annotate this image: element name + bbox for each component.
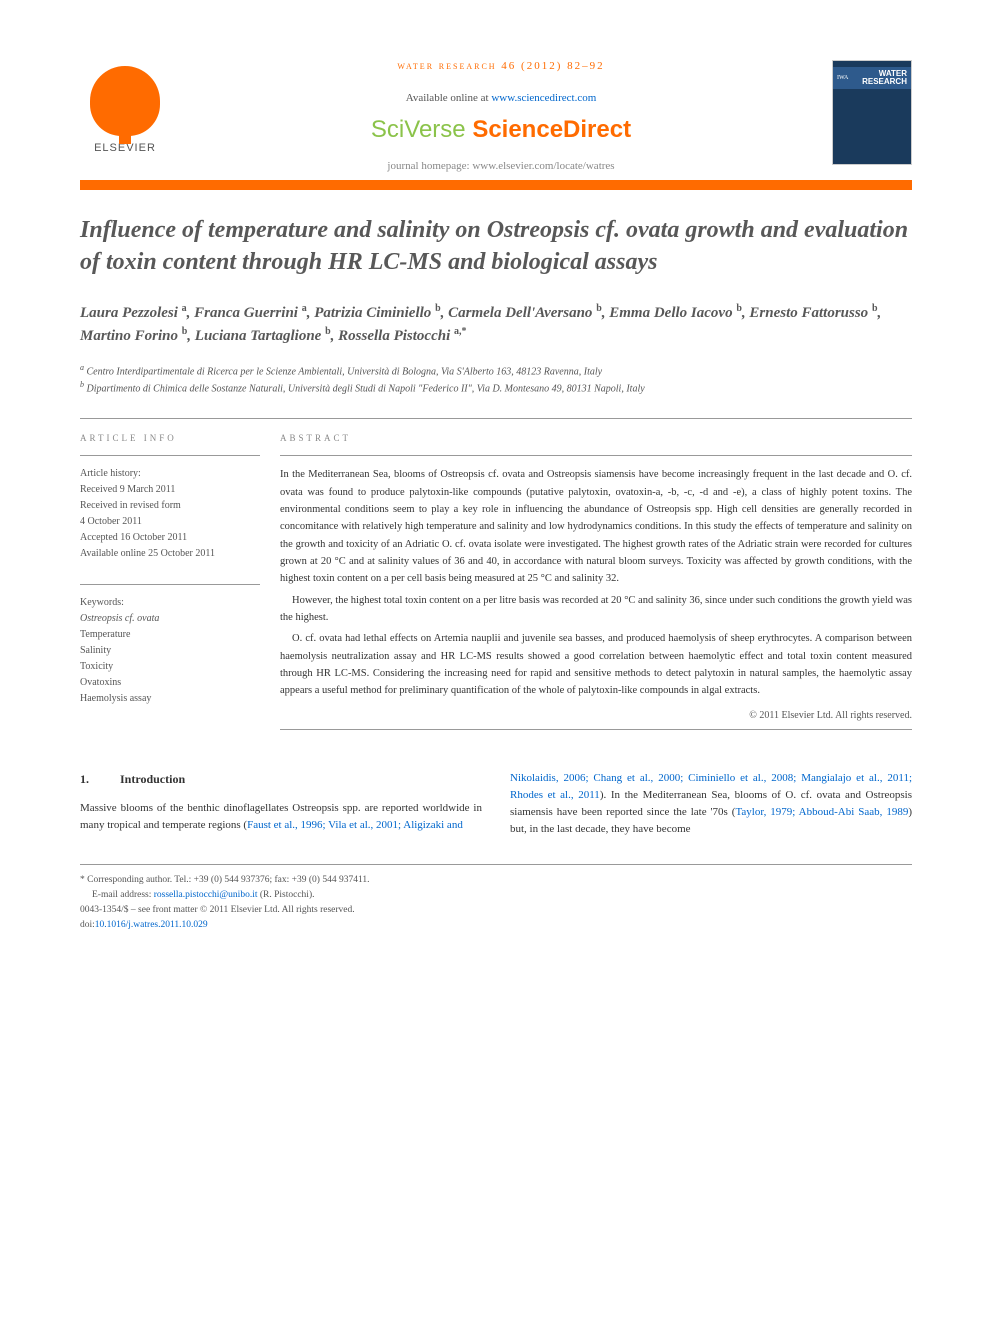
keyword-3: Toxicity xyxy=(80,659,260,675)
intro-citation-3[interactable]: Taylor, 1979; Abboud-Abi Saab, 1989 xyxy=(735,806,908,818)
affiliations: a Centro Interdipartimentale di Ricerca … xyxy=(80,362,912,397)
body-columns: 1.Introduction Massive blooms of the ben… xyxy=(80,770,912,838)
sciencedirect-link[interactable]: www.sciencedirect.com xyxy=(491,92,596,104)
history-block: Article history: Received 9 March 2011 R… xyxy=(80,466,260,562)
cover-title: WATER RESEARCH xyxy=(851,70,907,86)
email-line: E-mail address: rossella.pistocchi@unibo… xyxy=(80,888,912,903)
keywords-label: Keywords: xyxy=(80,595,260,611)
keyword-2: Salinity xyxy=(80,643,260,659)
section-1-title: Introduction xyxy=(120,772,185,786)
intro-citation-1[interactable]: Faust et al., 1996; Vila et al., 2001; A… xyxy=(247,819,463,831)
info-divider-1 xyxy=(80,455,260,456)
page-header: ELSEVIER water research 46 (2012) 82–92 … xyxy=(80,60,912,172)
email-label: E-mail address: xyxy=(92,890,154,900)
journal-homepage: journal homepage: www.elsevier.com/locat… xyxy=(190,160,812,172)
cover-iwa-logo: IWA xyxy=(837,75,848,81)
abstract-col: abstract In the Mediterranean Sea, bloom… xyxy=(280,433,912,729)
section-1-num: 1. xyxy=(80,770,120,789)
email-post: (R. Pistocchi). xyxy=(257,890,314,900)
info-abstract-row: article info Article history: Received 9… xyxy=(80,433,912,729)
abstract-p3: O. cf. ovata had lethal effects on Artem… xyxy=(280,630,912,699)
affiliation-b: b Dipartimento di Chimica delle Sostanze… xyxy=(80,379,912,396)
article-info-col: article info Article history: Received 9… xyxy=(80,433,280,729)
info-divider-top xyxy=(80,418,912,419)
keyword-0: Ostreopsis cf. ovata xyxy=(80,613,159,624)
history-revised-2: 4 October 2011 xyxy=(80,514,260,530)
journal-reference: water research 46 (2012) 82–92 xyxy=(190,60,812,72)
doi-prefix: doi: xyxy=(80,920,95,930)
keyword-4: Ovatoxins xyxy=(80,675,260,691)
keyword-5: Haemolysis assay xyxy=(80,691,260,707)
divider-orange-bar xyxy=(80,180,912,190)
abstract-divider-bottom xyxy=(280,729,912,730)
history-revised-1: Received in revised form xyxy=(80,498,260,514)
availability-line: Available online at www.sciencedirect.co… xyxy=(190,92,812,104)
corresponding-author: * Corresponding author. Tel.: +39 (0) 54… xyxy=(80,873,912,888)
author-list: Laura Pezzolesi a, Franca Guerrini a, Pa… xyxy=(80,301,912,348)
article-info-label: article info xyxy=(80,433,260,443)
keywords-block: Keywords: Ostreopsis cf. ovata Temperatu… xyxy=(80,595,260,707)
journal-cover-thumbnail: IWA WATER RESEARCH xyxy=(832,60,912,165)
keyword-1: Temperature xyxy=(80,627,260,643)
availability-text: Available online at xyxy=(406,92,492,104)
history-online: Available online 25 October 2011 xyxy=(80,546,260,562)
affiliation-a-text: Centro Interdipartimentale di Ricerca pe… xyxy=(87,366,603,377)
article-title: Influence of temperature and salinity on… xyxy=(80,214,912,279)
cover-title-band: IWA WATER RESEARCH xyxy=(833,67,911,89)
affiliation-b-text: Dipartimento di Chimica delle Sostanze N… xyxy=(87,383,645,394)
abstract-label: abstract xyxy=(280,433,912,443)
history-label: Article history: xyxy=(80,466,260,482)
elsevier-logo: ELSEVIER xyxy=(80,60,170,160)
sciverse-logo: SciVerse ScienceDirect xyxy=(190,116,812,144)
copyright-line: © 2011 Elsevier Ltd. All rights reserved… xyxy=(280,710,912,721)
introduction-section: 1.Introduction Massive blooms of the ben… xyxy=(80,770,912,838)
abstract-p2: However, the highest total toxin content… xyxy=(280,592,912,627)
doi-link[interactable]: 10.1016/j.watres.2011.10.029 xyxy=(95,920,208,930)
info-divider-2 xyxy=(80,584,260,585)
affiliation-a: a Centro Interdipartimentale di Ricerca … xyxy=(80,362,912,379)
issn-line: 0043-1354/$ – see front matter © 2011 El… xyxy=(80,903,912,918)
section-1-heading: 1.Introduction xyxy=(80,770,482,789)
abstract-divider xyxy=(280,455,912,456)
header-center: water research 46 (2012) 82–92 Available… xyxy=(170,60,832,172)
history-received: Received 9 March 2011 xyxy=(80,482,260,498)
email-link[interactable]: rossella.pistocchi@unibo.it xyxy=(154,890,258,900)
body-col-right: Nikolaidis, 2006; Chang et al., 2000; Ci… xyxy=(510,770,912,838)
footnotes: * Corresponding author. Tel.: +39 (0) 54… xyxy=(80,864,912,934)
sciverse-prefix: SciVerse xyxy=(371,116,472,143)
sciencedirect-word: ScienceDirect xyxy=(472,116,631,143)
history-accepted: Accepted 16 October 2011 xyxy=(80,530,260,546)
abstract-body: In the Mediterranean Sea, blooms of Ostr… xyxy=(280,466,912,699)
elsevier-tree-icon xyxy=(90,66,160,136)
abstract-p1: In the Mediterranean Sea, blooms of Ostr… xyxy=(280,466,912,587)
doi-line: doi:10.1016/j.watres.2011.10.029 xyxy=(80,918,912,933)
body-col-left: 1.Introduction Massive blooms of the ben… xyxy=(80,770,482,838)
